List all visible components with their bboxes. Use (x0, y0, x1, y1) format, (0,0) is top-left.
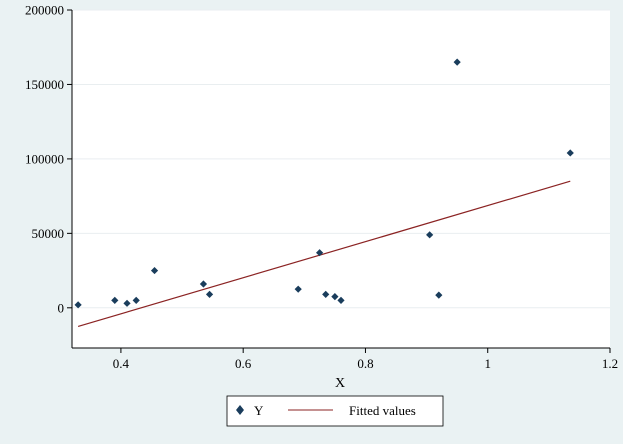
y-tick-label-2: 100000 (25, 151, 64, 166)
x-tick-label-3: 1 (484, 356, 491, 371)
x-axis-ticks: 0.4 0.6 0.8 1 1.2 (113, 348, 618, 371)
scatter-point-0 (74, 301, 82, 309)
legend-y-marker (236, 405, 244, 415)
legend-fitted-label: Fitted values (349, 403, 416, 418)
scatter-point-4 (150, 266, 159, 275)
legend-y-label: Y (254, 403, 264, 418)
scatter-point-10 (331, 293, 339, 301)
scatter-point-1 (111, 296, 119, 304)
scatter-point-15 (566, 149, 574, 157)
scatter-point-2 (123, 299, 131, 307)
grid-lines (72, 9, 610, 309)
scatter-point-7 (294, 285, 302, 293)
plot-background (72, 10, 610, 348)
legend-box (226, 395, 444, 427)
x-tick-label-0: 0.4 (113, 356, 130, 371)
scatter-point-3 (132, 296, 140, 304)
fitted-line-layer (77, 180, 571, 327)
x-tick-label-2: 0.8 (357, 356, 373, 371)
y-tick-label-4: 200000 (25, 3, 64, 18)
scatter-points (74, 58, 574, 309)
scatter-point-11 (337, 296, 345, 304)
scatter-point-12 (426, 231, 434, 239)
scatter-point-13 (435, 291, 443, 299)
axes (71, 10, 610, 349)
scatter-point-14 (453, 58, 461, 66)
y-tick-label-0: 0 (58, 300, 65, 315)
scatter-point-5 (199, 280, 208, 288)
scatter-point-6 (205, 290, 214, 298)
legend: Y Fitted values (226, 395, 444, 427)
x-tick-label-4: 1.2 (602, 356, 618, 371)
x-axis-title: X (335, 376, 345, 391)
y-axis-ticks: 0 50000 100000 150000 200000 (25, 3, 72, 315)
fitted-values-line (77, 180, 571, 327)
y-tick-label-3: 150000 (25, 77, 64, 92)
x-tick-label-1: 0.6 (235, 356, 252, 371)
scatter-point-9 (322, 290, 330, 298)
scatter-point-8 (316, 249, 324, 257)
y-tick-label-1: 50000 (32, 226, 65, 241)
